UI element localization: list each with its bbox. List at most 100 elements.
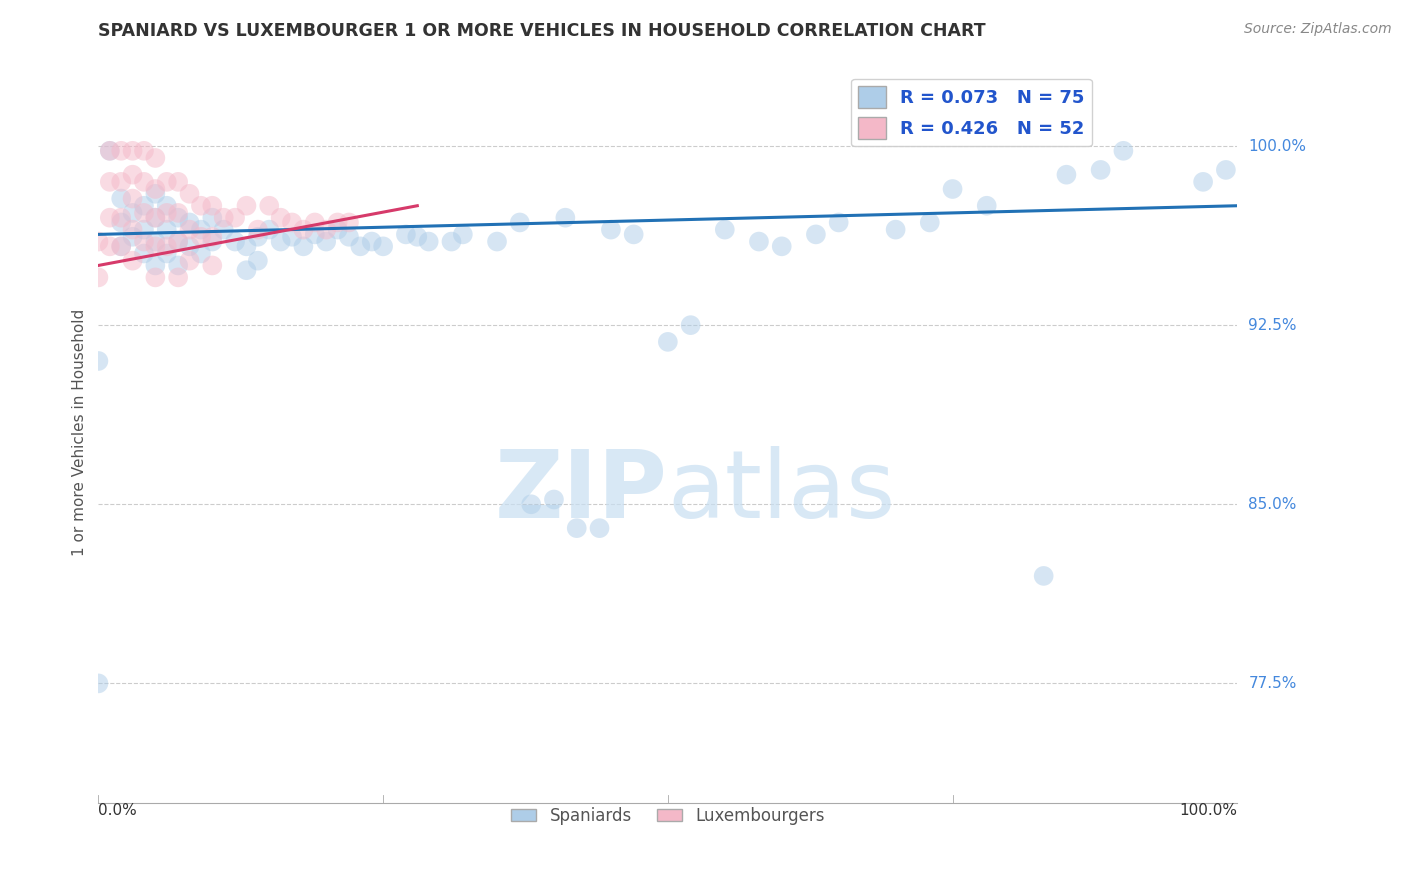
Point	[167, 270, 190, 285]
Point	[304, 227, 326, 242]
Point	[588, 521, 610, 535]
Point	[110, 239, 132, 253]
Point	[167, 211, 190, 225]
Point	[87, 235, 110, 249]
Point	[679, 318, 702, 333]
Point	[121, 192, 143, 206]
Point	[145, 259, 167, 273]
Point	[304, 215, 326, 229]
Point	[292, 222, 315, 236]
Point	[156, 206, 179, 220]
Text: 100.0%: 100.0%	[1180, 803, 1237, 818]
Point	[395, 227, 418, 242]
Point	[246, 253, 269, 268]
Point	[87, 676, 110, 690]
Point	[224, 235, 246, 249]
Point	[520, 497, 543, 511]
Point	[543, 492, 565, 507]
Point	[657, 334, 679, 349]
Point	[976, 199, 998, 213]
Point	[259, 222, 281, 236]
Point	[145, 235, 167, 249]
Point	[201, 199, 224, 213]
Point	[179, 186, 201, 201]
Point	[190, 229, 212, 244]
Point	[145, 211, 167, 225]
Point	[714, 222, 737, 236]
Point	[270, 235, 292, 249]
Point	[132, 144, 155, 158]
Point	[201, 229, 224, 244]
Point	[121, 222, 143, 236]
Point	[167, 235, 190, 249]
Point	[942, 182, 965, 196]
Point	[326, 215, 349, 229]
Point	[167, 206, 190, 220]
Point	[360, 235, 382, 249]
Point	[145, 186, 167, 201]
Point	[121, 144, 143, 158]
Point	[145, 182, 167, 196]
Point	[224, 211, 246, 225]
Point	[371, 239, 394, 253]
Point	[828, 215, 851, 229]
Point	[281, 229, 304, 244]
Point	[600, 222, 623, 236]
Point	[132, 235, 155, 249]
Text: 92.5%: 92.5%	[1249, 318, 1296, 333]
Point	[190, 222, 212, 236]
Point	[156, 246, 179, 260]
Point	[156, 199, 179, 213]
Point	[565, 521, 588, 535]
Point	[623, 227, 645, 242]
Point	[246, 229, 269, 244]
Point	[98, 144, 121, 158]
Point	[235, 263, 257, 277]
Point	[110, 175, 132, 189]
Point	[145, 211, 167, 225]
Point	[554, 211, 576, 225]
Point	[110, 144, 132, 158]
Point	[748, 235, 770, 249]
Point	[132, 246, 155, 260]
Point	[110, 215, 132, 229]
Point	[1054, 168, 1078, 182]
Point	[167, 235, 190, 249]
Point	[281, 215, 304, 229]
Point	[1215, 162, 1237, 177]
Point	[1032, 569, 1054, 583]
Point	[1192, 175, 1215, 189]
Point	[110, 192, 132, 206]
Text: 85.0%: 85.0%	[1249, 497, 1296, 512]
Legend: Spaniards, Luxembourgers: Spaniards, Luxembourgers	[505, 800, 831, 831]
Point	[406, 229, 429, 244]
Point	[235, 199, 257, 213]
Text: SPANIARD VS LUXEMBOURGER 1 OR MORE VEHICLES IN HOUSEHOLD CORRELATION CHART: SPANIARD VS LUXEMBOURGER 1 OR MORE VEHIC…	[98, 22, 986, 40]
Point	[1112, 144, 1135, 158]
Point	[121, 253, 143, 268]
Text: ZIP: ZIP	[495, 446, 668, 538]
Point	[315, 222, 337, 236]
Point	[121, 168, 143, 182]
Point	[326, 222, 349, 236]
Point	[145, 151, 167, 165]
Point	[132, 199, 155, 213]
Point	[201, 235, 224, 249]
Point	[121, 229, 143, 244]
Point	[167, 175, 190, 189]
Point	[132, 222, 155, 236]
Point	[212, 222, 235, 236]
Text: Source: ZipAtlas.com: Source: ZipAtlas.com	[1244, 22, 1392, 37]
Point	[292, 239, 315, 253]
Point	[337, 229, 360, 244]
Point	[167, 259, 190, 273]
Point	[349, 239, 371, 253]
Point	[145, 270, 167, 285]
Point	[179, 215, 201, 229]
Point	[132, 206, 155, 220]
Point	[98, 239, 121, 253]
Point	[451, 227, 474, 242]
Point	[98, 211, 121, 225]
Text: atlas: atlas	[668, 446, 896, 538]
Point	[884, 222, 907, 236]
